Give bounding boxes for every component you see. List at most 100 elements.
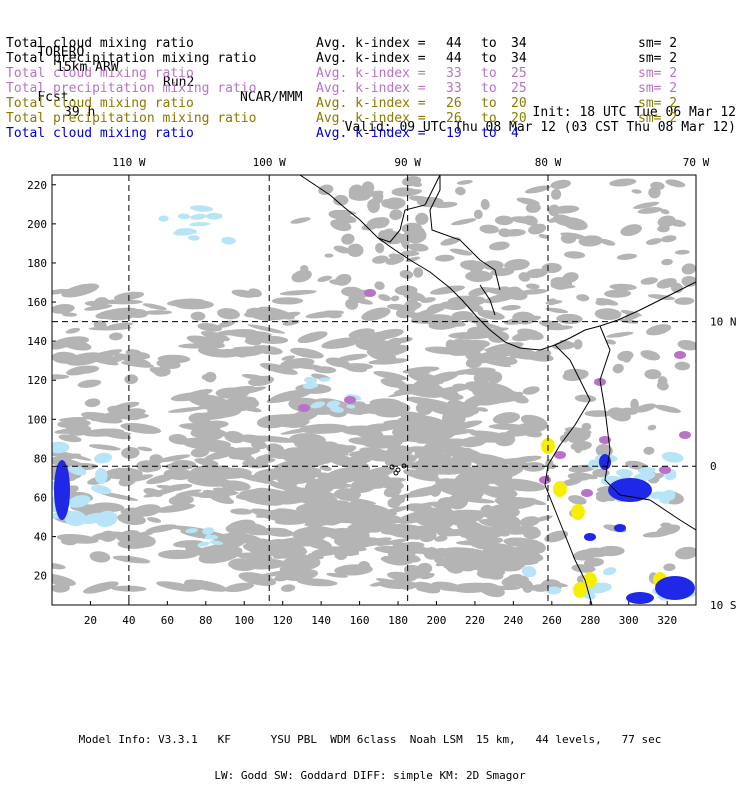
legend-to: to [481,81,497,96]
cloud-blob [223,386,267,398]
y-tick-label: 160 [27,296,47,309]
cloud-blob [435,429,476,436]
cloud-blob [415,212,429,225]
cloud-blob [572,549,598,561]
light-blue-blob [68,465,87,476]
legend-k-end: 4 [511,126,519,141]
cloud-blob [194,458,219,467]
x-tick-label: 300 [619,614,639,627]
cloud-blob [217,320,235,328]
cloud-blob [573,339,583,350]
cloud-blob [124,374,139,385]
light-blue-blob [330,406,344,413]
cloud-blob [640,350,661,361]
cloud-blob [401,541,425,549]
cloud-blob [358,566,371,572]
cloud-blob [268,539,308,557]
cloud-blob [346,523,394,537]
legend-field-label: Total precipitation mixing ratio [6,111,257,126]
cloud-blob [319,465,332,472]
legend-to: to [481,36,497,51]
cloud-blob [222,401,248,412]
cloud-blob [674,361,691,371]
cloud-blob [583,557,604,567]
cloud-blob [343,549,360,556]
cloud-blob [333,245,351,254]
cloud-blob [156,454,191,463]
cloud-blob [168,494,194,506]
cloud-blob [157,354,191,364]
cloud-blob [256,414,291,429]
forecast-label: Fcst. [37,90,77,105]
cloud-blob [413,379,429,386]
cloud-blob [298,423,350,434]
cloud-blob [487,436,511,442]
cloud-blob [605,339,617,345]
cloud-blob [551,188,562,200]
cloud-blob [375,242,385,254]
cloud-blob [399,581,418,590]
cloud-blob [603,289,632,298]
x-tick-label: 80 [199,614,212,627]
cloud-blob [382,425,397,430]
cloud-blob [399,490,439,498]
cloud-blob [224,582,255,593]
cloud-blob [297,487,337,497]
cloud-blob [618,318,639,324]
cloud-blob [112,555,151,564]
cloud-blob [480,199,490,210]
coastline-segment [299,175,441,243]
cloud-blob [274,517,310,525]
cloud-blob [104,467,143,480]
purple-blob [581,489,593,497]
legend-row: Total cloud mixing ratio Avg. k-index = 26… [6,96,736,111]
cloud-blob [318,184,334,195]
cloud-blob [413,581,441,594]
x-tick-label: 260 [542,614,562,627]
cloud-blob [188,543,228,556]
cloud-blob [230,508,253,515]
cloud-blob [645,238,662,245]
cloud-blob [193,439,231,451]
cloud-blob [661,258,673,266]
cloud-blob [52,573,76,587]
cloud-blob [473,209,483,220]
light-blue-blob [185,528,198,534]
cloud-blob [435,467,455,475]
cloud-blob [478,519,517,530]
cloud-blob [415,402,433,415]
coastline-segment [377,237,696,351]
cloud-blob [576,294,590,302]
cloud-blob [174,299,214,310]
cloud-blob [323,310,342,319]
cloud-blob [670,282,684,294]
model-org: NCAR/MMM [240,90,303,105]
cloud-blob [83,581,119,594]
legend-k-end: 20 [511,111,527,126]
cloud-blob [251,441,268,450]
blue-blob [614,524,626,532]
cloud-blob [297,331,328,344]
x-tick-label: 60 [161,614,174,627]
cloud-blob [547,298,557,306]
cloud-blob [145,524,177,533]
cloud-blob [431,385,444,395]
cloud-blob [335,273,352,286]
yellow-blob [571,504,585,520]
light-blue-blob [659,496,670,504]
cloud-blob [556,313,583,325]
cloud-blob [419,530,437,543]
legend-row: Total cloud mixing ratio Avg. k-index = 44… [6,36,736,51]
cloud-blob [157,549,198,560]
blue-blob [608,478,652,502]
cloud-blob [376,538,410,546]
cloud-blob [334,532,368,547]
cloud-blob [488,423,527,430]
legend-k-start: 19 [446,126,462,141]
cloud-blob [656,524,681,536]
longitude-label: 110 W [112,156,145,169]
blue-blob [626,592,654,604]
cloud-blob [326,572,348,578]
light-blue-blob [221,236,236,245]
y-tick-label: 180 [27,257,47,270]
